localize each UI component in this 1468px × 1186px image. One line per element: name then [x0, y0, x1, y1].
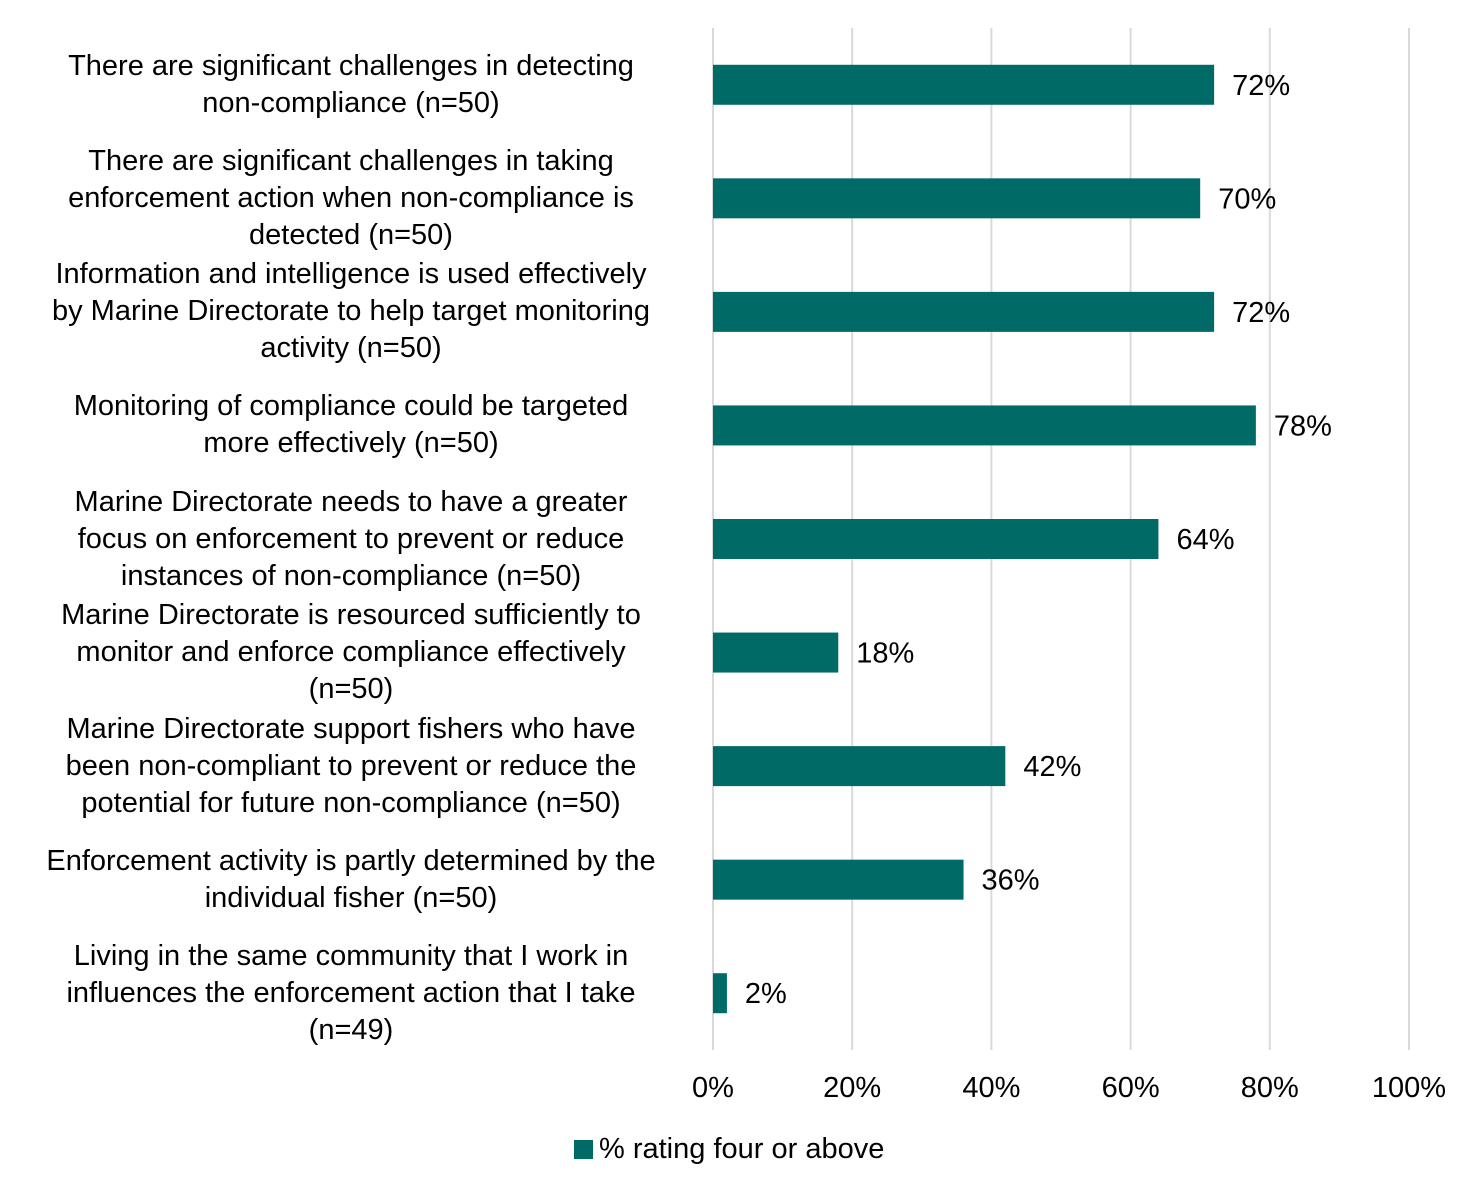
data-label: 72%: [1232, 70, 1290, 102]
data-label: 42%: [1023, 751, 1081, 783]
data-label: 72%: [1232, 297, 1290, 329]
data-label: 78%: [1274, 410, 1332, 442]
x-tick-label: 60%: [1102, 1072, 1160, 1104]
category-label: Monitoring of compliance could be target…: [73, 390, 629, 460]
category-label: Information and intelligence is used eff…: [51, 258, 650, 365]
bar: [713, 291, 1215, 332]
bar: [713, 178, 1201, 219]
legend: % rating four or above: [574, 1133, 884, 1166]
category-label: Marine Directorate support fishers who h…: [65, 712, 637, 819]
data-label: 2%: [745, 978, 787, 1010]
x-tick-label: 40%: [962, 1072, 1020, 1104]
bar: [713, 405, 1256, 446]
legend-swatch: [574, 1140, 593, 1159]
category-label: Marine Directorate needs to have a great…: [74, 485, 628, 592]
bar: [713, 64, 1215, 105]
x-tick-label: 20%: [823, 1072, 881, 1104]
category-label: There are significant challenges in taki…: [68, 144, 634, 251]
data-label: 36%: [982, 865, 1040, 897]
category-label: Living in the same community that I work…: [66, 939, 636, 1046]
bar: [713, 973, 727, 1014]
category-label: There are significant challenges in dete…: [68, 49, 634, 119]
data-label: 64%: [1176, 524, 1234, 556]
bar: [713, 519, 1159, 559]
bar: [713, 746, 1006, 787]
x-tick-label: 100%: [1372, 1072, 1446, 1104]
data-label: 18%: [856, 638, 914, 670]
x-tick-label: 0%: [692, 1072, 734, 1104]
category-label: Marine Directorate is resourced sufficie…: [61, 599, 641, 706]
bar: [713, 632, 839, 673]
category-label: Enforcement activity is partly determine…: [46, 844, 656, 914]
bar: [713, 859, 964, 900]
data-label: 70%: [1218, 183, 1276, 215]
legend-label: % rating four or above: [599, 1133, 885, 1165]
x-tick-label: 80%: [1241, 1072, 1299, 1104]
